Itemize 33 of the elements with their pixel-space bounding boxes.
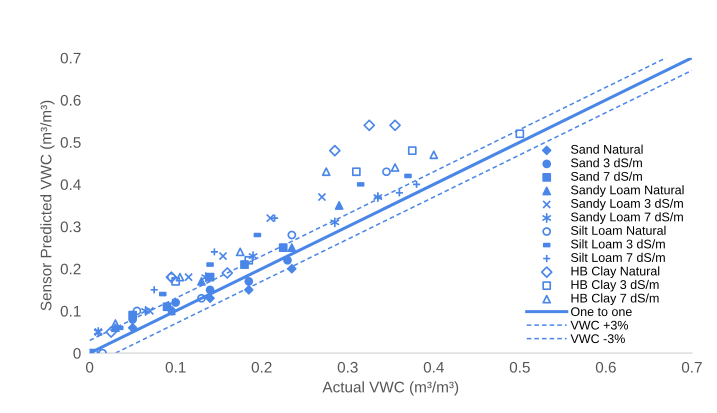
x-tick-label: 0.6 xyxy=(596,362,616,373)
legend-label: Silt Loam 3 dS/m xyxy=(571,239,665,248)
y-tick-label: 0.3 xyxy=(60,221,81,232)
legend-label: HB Clay 3 dS/m xyxy=(571,280,659,292)
y-tick-label: 0 xyxy=(73,348,81,359)
x-tick-label: 0.1 xyxy=(166,362,186,373)
x-tick-label: 0.4 xyxy=(424,362,444,373)
legend-label: VWC -3% xyxy=(570,334,625,344)
y-axis-title: Sensor Predicted VWC (m³/m³) xyxy=(40,100,54,310)
legend-label: VWC +3% xyxy=(570,320,628,330)
legend-label: Sand 7 dS/m xyxy=(571,172,642,181)
legend-label: Silt Loam 7 dS/m xyxy=(571,252,665,262)
y-tick-label: 0.6 xyxy=(60,94,81,106)
legend-label: Silt Loam Natural xyxy=(571,226,666,235)
x-tick-label: 0.7 xyxy=(682,362,702,373)
x-tick-label: 0.2 xyxy=(252,362,272,373)
legend-label: Sandy Loam 3 dS/m xyxy=(571,198,683,210)
x-tick-label: 0 xyxy=(86,362,94,373)
legend-label: Sand 3 dS/m xyxy=(571,158,642,168)
legend-label: Sand Natural xyxy=(571,144,643,154)
x-axis-title: Actual VWC (m³/m³) xyxy=(322,381,458,396)
y-tick-label: 0.7 xyxy=(60,52,81,64)
y-tick-label: 0.1 xyxy=(60,306,81,317)
y-tick-label: 0.4 xyxy=(60,179,81,190)
legend-label: HB Clay Natural xyxy=(571,266,660,278)
legend-label: Sandy Loam 7 dS/m xyxy=(571,212,683,224)
legend-label: One to one xyxy=(571,307,632,316)
legend-label: HB Clay 7 dS/m xyxy=(571,293,659,306)
x-tick-label: 0.3 xyxy=(338,362,358,373)
y-tick-label: 0.5 xyxy=(60,137,81,148)
x-tick-label: 0.5 xyxy=(510,362,530,373)
legend-label: Sandy Loam Natural xyxy=(571,185,684,197)
y-tick-label: 0.2 xyxy=(60,264,81,274)
